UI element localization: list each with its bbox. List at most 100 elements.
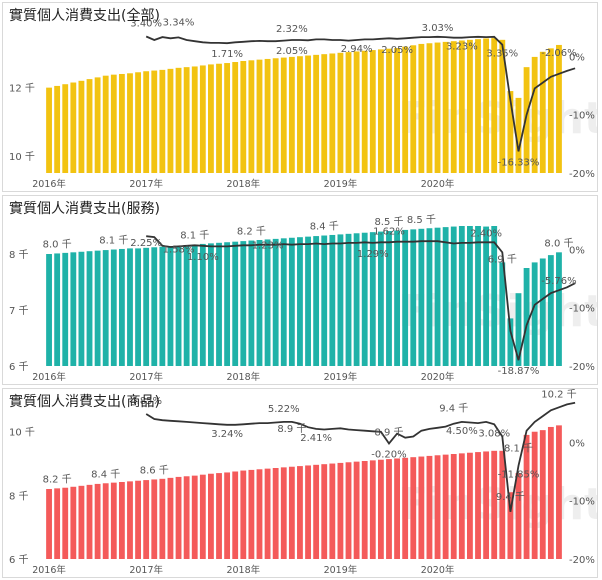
data-label: -5.76% [541, 276, 576, 287]
bar [329, 463, 336, 559]
bar [94, 77, 101, 173]
bar [272, 58, 279, 173]
bar [297, 466, 303, 559]
bar [127, 73, 133, 173]
bar [369, 232, 376, 366]
bar [151, 247, 158, 366]
bar [507, 91, 514, 173]
data-label: 1.10% [187, 252, 219, 263]
bar [515, 473, 522, 559]
x-tick-label: 2016年 [32, 564, 66, 576]
data-label: -2.06% [541, 48, 576, 59]
bar [280, 57, 287, 173]
bar [458, 40, 465, 174]
data-label: 2.32% [276, 24, 308, 35]
y-left-tick-label: 10 千 [9, 151, 35, 163]
bar [434, 227, 441, 366]
data-label: 3.23% [446, 42, 478, 53]
data-label: 1.58% [163, 244, 195, 255]
bar [297, 56, 303, 173]
x-tick-label: 2016年 [32, 178, 66, 190]
bar [167, 246, 174, 366]
bar [418, 228, 425, 366]
bar [288, 466, 295, 559]
bar [46, 489, 52, 559]
bar [167, 68, 174, 173]
bar [556, 44, 562, 173]
bar [475, 39, 481, 173]
data-label: 3.24% [211, 429, 243, 440]
bar [288, 56, 295, 174]
bar [54, 85, 61, 173]
bar [426, 455, 433, 559]
bar [523, 268, 530, 366]
bar [135, 480, 141, 559]
bar [78, 80, 85, 173]
data-label: 2.25% [130, 238, 162, 249]
bar [280, 238, 287, 366]
bar [313, 54, 320, 174]
bar [386, 459, 392, 559]
data-label: 8.0 千 [43, 238, 72, 250]
bar [499, 450, 506, 559]
bar [183, 476, 190, 559]
data-label: 8.0 千 [544, 237, 573, 249]
data-label: 2.40% [470, 228, 502, 239]
bar [321, 464, 328, 559]
bar [199, 474, 206, 559]
data-label: 4.85% [130, 396, 162, 407]
data-label: 3.35% [486, 49, 518, 60]
bar [442, 41, 449, 173]
bar [208, 64, 214, 173]
bar [426, 228, 433, 366]
y-right-tick-label: -20% [569, 169, 595, 180]
x-tick-label: 2017年 [129, 371, 163, 383]
bar [110, 74, 117, 173]
bar [345, 233, 352, 366]
bar [402, 229, 409, 366]
bar [78, 251, 85, 366]
bar [491, 226, 498, 366]
chart-title-services: 實質個人消費支出(服務) [9, 201, 160, 217]
x-tick-label: 2018年 [226, 564, 260, 576]
bar [556, 425, 562, 559]
bar [361, 461, 368, 559]
data-label: 1.71% [211, 49, 243, 60]
y-right-tick-label: -20% [569, 362, 595, 373]
x-tick-label: 2020年 [421, 371, 455, 383]
data-label: 8.9 千 [277, 423, 306, 435]
bar [418, 43, 425, 173]
bar [377, 231, 384, 366]
bar [345, 462, 352, 559]
bar [402, 46, 409, 173]
bar [86, 251, 93, 366]
chart-panel-all: FinSight 10 千 12 千 0% -10% -20% 2016年 2017年 2018… [2, 2, 598, 192]
bar [491, 38, 498, 174]
data-label: 1.29% [357, 249, 389, 260]
data-label: 8.5 千 [407, 214, 436, 226]
bar [102, 75, 109, 173]
y-right-tick-label: -10% [569, 497, 595, 508]
bar [499, 39, 506, 173]
bar [208, 243, 214, 366]
bar [386, 48, 392, 173]
data-label: -16.33% [498, 157, 540, 168]
bar [264, 58, 271, 173]
y-right-tick-label: -20% [569, 555, 595, 566]
bar [224, 63, 231, 173]
data-label: 8.6 千 [140, 464, 169, 476]
bar [118, 248, 125, 366]
bar [467, 452, 473, 559]
bar [175, 245, 182, 366]
bar [224, 242, 231, 366]
data-label: 2.05% [276, 46, 308, 57]
bar [337, 462, 344, 559]
bar [62, 252, 69, 366]
bar [135, 72, 141, 173]
bar [248, 240, 255, 366]
data-label: 2.05% [381, 45, 413, 56]
bar [305, 465, 311, 559]
bar [313, 464, 320, 559]
